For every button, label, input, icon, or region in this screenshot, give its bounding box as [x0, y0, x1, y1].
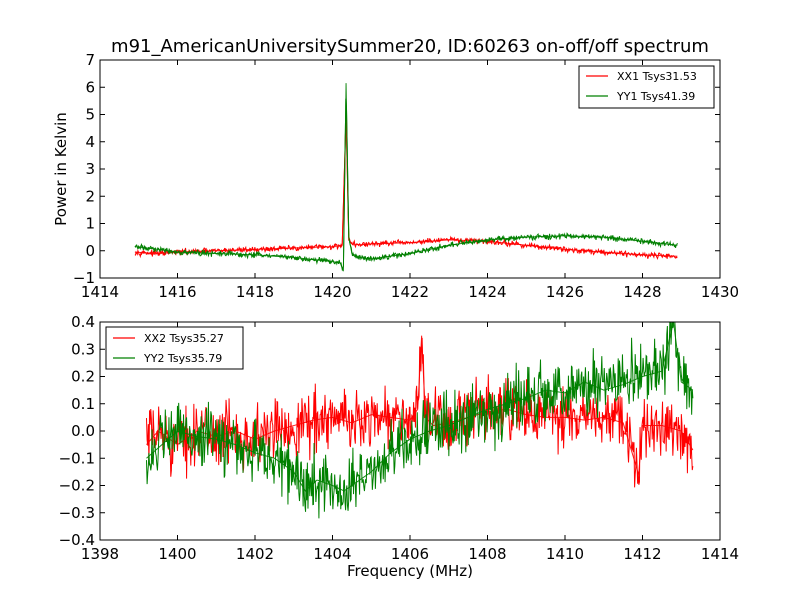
bottom-y-tick-label: 0.2 [71, 368, 95, 386]
bottom-y-tick-label: 0.1 [71, 395, 95, 413]
bottom-y-tick-label: −0.1 [59, 449, 95, 467]
series-trend-bottom-1 [146, 335, 694, 475]
series-trend-top-2 [134, 83, 678, 272]
bottom-x-tick-label: 1402 [236, 545, 274, 563]
top-x-tick-label: 1420 [313, 283, 351, 301]
bottom-x-axis-label: Frequency (MHz) [347, 562, 473, 580]
bottom-x-tick-label: 1412 [623, 545, 661, 563]
top-ticks-layer: 1414 1416 1418 1420 1422 1424 1426 1428 1430−101… [73, 51, 739, 301]
figure-title: m91_AmericanUniversitySummer20, ID:60263… [111, 36, 709, 57]
bottom-legend-label-yy2: YY2 Tsys35.79 [143, 352, 222, 365]
top-legend-label-yy1: YY1 Tsys41.39 [616, 90, 695, 103]
top-x-tick-label: 1426 [546, 283, 584, 301]
bottom-legend-label-xx2: XX2 Tsys35.27 [144, 332, 224, 345]
top-y-tick-label: 5 [85, 106, 95, 124]
series-line-bottom-2 [146, 322, 694, 519]
top-legend: XX1 Tsys31.53 YY1 Tsys41.39 [578, 65, 715, 109]
bottom-panel: 1398 1400 1402 1404 1406 1408 1410 1412 1414 −0.4… [59, 313, 740, 580]
top-legend-label-xx1: XX1 Tsys31.53 [617, 70, 697, 83]
top-x-tick-label: 1430 [701, 283, 739, 301]
series-trend-top-1 [134, 114, 678, 257]
bottom-x-tick-label: 1398 [81, 545, 119, 563]
bottom-y-tick-label: −0.3 [59, 504, 95, 522]
top-y-tick-label: 7 [85, 51, 95, 69]
top-y-axis-label: Power in Kelvin [52, 112, 70, 226]
top-y-tick-label: 1 [85, 215, 95, 233]
top-y-tick-label: 2 [85, 187, 95, 205]
bottom-legend: XX2 Tsys35.27 YY2 Tsys35.79 [105, 326, 244, 370]
bottom-ticks-layer: 1398 1400 1402 1404 1406 1408 1410 1412 1414 −0.4… [59, 313, 740, 563]
top-series-layer [134, 83, 678, 272]
top-x-tick-label: 1422 [391, 283, 429, 301]
bottom-y-tick-label: 0.4 [71, 313, 95, 331]
top-x-tick-label: 1424 [468, 283, 506, 301]
top-legend-box [578, 65, 715, 109]
top-panel: 1414 1416 1418 1420 1422 1424 1426 1428 1430−101… [52, 51, 739, 301]
series-line-top-2 [134, 98, 678, 272]
bottom-legend-box [105, 326, 244, 370]
top-y-tick-label: 6 [85, 78, 95, 96]
bottom-y-tick-label: 0.0 [71, 422, 95, 440]
top-x-tick-label: 1428 [623, 283, 661, 301]
bottom-x-tick-label: 1406 [391, 545, 429, 563]
top-x-tick-label: 1416 [158, 283, 196, 301]
top-y-tick-label: 4 [85, 133, 95, 151]
bottom-y-tick-label: −0.4 [59, 531, 95, 549]
series-trend-bottom-2 [146, 322, 694, 492]
top-y-tick-label: 0 [85, 242, 95, 260]
top-x-tick-label: 1418 [236, 283, 274, 301]
bottom-y-tick-label: −0.2 [59, 477, 95, 495]
bottom-x-tick-label: 1408 [468, 545, 506, 563]
bottom-x-tick-label: 1414 [701, 545, 739, 563]
top-x-tick-label: 1414 [81, 283, 119, 301]
top-y-tick-label: 3 [85, 160, 95, 178]
series-line-bottom-1 [146, 337, 694, 488]
bottom-x-tick-label: 1404 [313, 545, 351, 563]
bottom-x-tick-label: 1410 [546, 545, 584, 563]
bottom-series-layer [146, 322, 694, 519]
bottom-y-tick-label: 0.3 [71, 340, 95, 358]
series-line-top-1 [134, 121, 678, 260]
bottom-x-tick-label: 1400 [158, 545, 196, 563]
top-y-tick-label: −1 [73, 269, 95, 287]
